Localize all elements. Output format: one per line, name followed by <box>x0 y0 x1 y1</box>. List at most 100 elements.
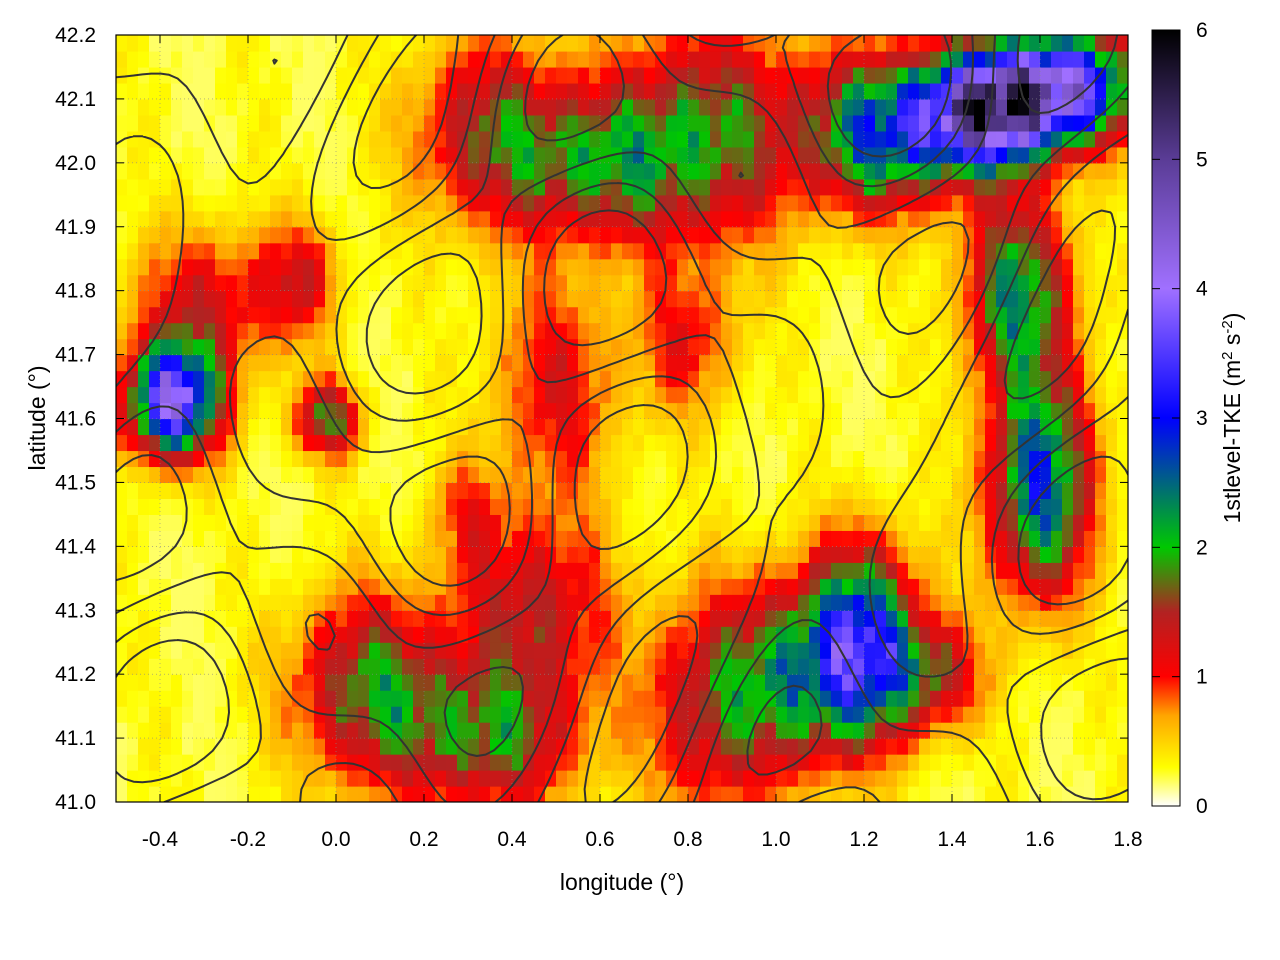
heatmap-cell <box>589 690 601 707</box>
heatmap-cell <box>490 754 502 771</box>
heatmap-cell <box>996 434 1008 452</box>
heatmap-cell <box>919 610 931 627</box>
heatmap-cell <box>864 658 876 675</box>
heatmap-cell <box>1018 754 1030 771</box>
heatmap-cell <box>248 546 260 563</box>
heatmap-cell <box>688 35 700 52</box>
heatmap-cell <box>380 146 392 164</box>
heatmap-cell <box>160 530 172 547</box>
heatmap-cell <box>908 370 920 388</box>
heatmap-cell <box>358 434 370 452</box>
heatmap-cell <box>512 514 524 531</box>
heatmap-cell <box>347 178 359 196</box>
heatmap-cell <box>281 450 293 468</box>
heatmap-cell <box>941 258 953 276</box>
heatmap-cell <box>919 498 931 515</box>
heatmap-cell <box>633 35 645 52</box>
heatmap-cell <box>1040 434 1052 452</box>
heatmap-cell <box>754 370 766 388</box>
heatmap-cell <box>127 338 139 356</box>
heatmap-cell <box>930 658 942 675</box>
heatmap-cell <box>1029 50 1041 68</box>
heatmap-cell <box>963 786 975 802</box>
heatmap-cell <box>996 786 1008 802</box>
heatmap-cell <box>820 562 832 579</box>
heatmap-cell <box>721 402 733 420</box>
heatmap-cell <box>556 642 568 659</box>
heatmap-cell <box>743 274 755 292</box>
heatmap-cell <box>1062 530 1074 547</box>
heatmap-cell <box>743 690 755 707</box>
heatmap-cell <box>1117 146 1128 164</box>
heatmap-cell <box>886 530 898 547</box>
heatmap-cell <box>325 530 337 547</box>
heatmap-cell <box>897 450 909 468</box>
heatmap-cell <box>941 322 953 340</box>
heatmap-cell <box>336 418 348 436</box>
heatmap-cell <box>1040 546 1052 563</box>
x-tick-label: 1.8 <box>1113 828 1142 851</box>
heatmap-cell <box>292 370 304 388</box>
heatmap-cell <box>1117 546 1128 563</box>
heatmap-cell <box>578 162 590 180</box>
heatmap-cell <box>248 770 260 787</box>
heatmap-cell <box>204 98 216 116</box>
heatmap-cell <box>886 546 898 563</box>
heatmap-cell <box>765 674 777 691</box>
heatmap-cell <box>138 258 150 276</box>
heatmap-cell <box>743 642 755 659</box>
heatmap-cell <box>710 210 722 228</box>
heatmap-cell <box>644 274 656 292</box>
heatmap-cell <box>1117 50 1128 68</box>
heatmap-cell <box>809 258 821 276</box>
heatmap-cell <box>809 338 821 356</box>
heatmap-cell <box>1040 98 1052 116</box>
heatmap-cell <box>358 674 370 691</box>
heatmap-cell <box>457 722 469 739</box>
heatmap-cell <box>1062 290 1074 308</box>
heatmap-cell <box>765 338 777 356</box>
heatmap-cell <box>831 434 843 452</box>
heatmap-cell <box>479 482 491 499</box>
heatmap-cell <box>149 338 161 356</box>
heatmap-cell <box>446 258 458 276</box>
heatmap-cell <box>336 466 348 484</box>
heatmap-cell <box>567 162 579 180</box>
heatmap-cell <box>292 626 304 643</box>
heatmap-cell <box>215 226 227 244</box>
heatmap-cell <box>776 498 788 515</box>
heatmap-cell <box>391 210 403 228</box>
heatmap-cell <box>809 386 821 404</box>
heatmap-cell <box>600 306 612 324</box>
heatmap-cell <box>369 98 381 116</box>
heatmap-cell <box>193 258 205 276</box>
heatmap-cell <box>996 370 1008 388</box>
heatmap-cell <box>149 626 161 643</box>
heatmap-cell <box>996 194 1008 212</box>
heatmap-cell <box>490 738 502 755</box>
heatmap-cell <box>556 578 568 595</box>
heatmap-cell <box>710 642 722 659</box>
heatmap-cell <box>567 402 579 420</box>
heatmap-cell <box>248 354 260 372</box>
heatmap-cell <box>292 418 304 436</box>
heatmap-cell <box>1073 258 1085 276</box>
heatmap-cell <box>776 210 788 228</box>
heatmap-cell <box>578 738 590 755</box>
heatmap-cell <box>336 546 348 563</box>
heatmap-cell <box>974 370 986 388</box>
heatmap-cell <box>402 386 414 404</box>
heatmap-cell <box>325 690 337 707</box>
heatmap-cell <box>820 322 832 340</box>
heatmap-cell <box>336 258 348 276</box>
heatmap-cell <box>589 658 601 675</box>
heatmap-cell <box>193 578 205 595</box>
heatmap-cell <box>534 770 546 787</box>
heatmap-cell <box>743 402 755 420</box>
heatmap-cell <box>864 674 876 691</box>
heatmap-cell <box>897 306 909 324</box>
heatmap-cell <box>787 786 799 802</box>
heatmap-cell <box>875 370 887 388</box>
heatmap-cell <box>732 146 744 164</box>
heatmap-cell <box>270 386 282 404</box>
